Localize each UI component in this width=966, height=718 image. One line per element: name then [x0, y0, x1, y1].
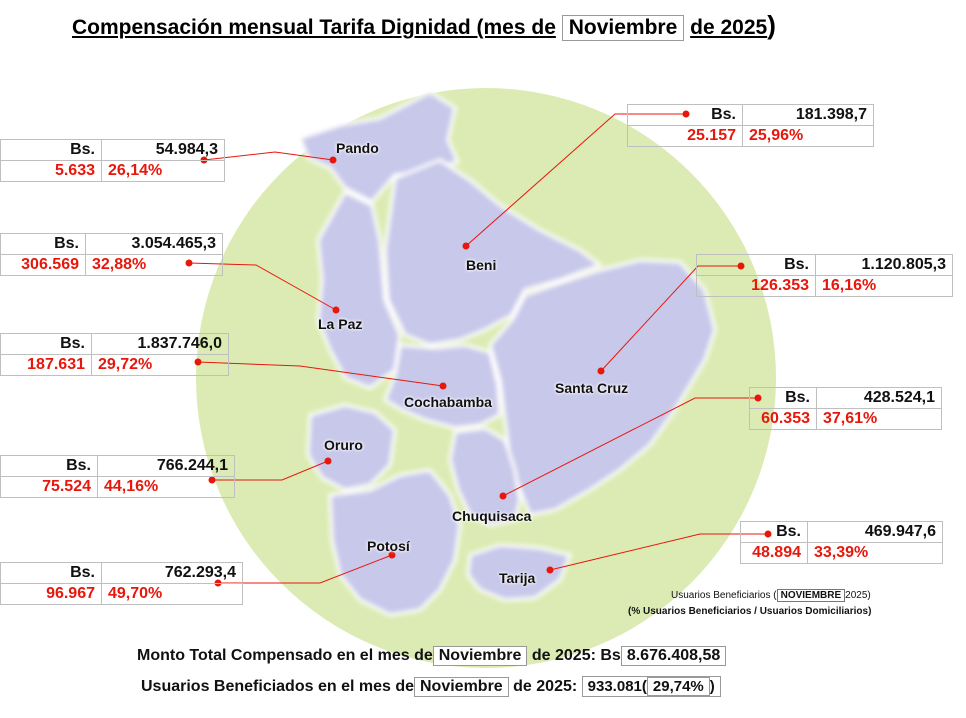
- region-potosi: [328, 468, 462, 617]
- label-santa-cruz: Santa Cruz: [555, 380, 629, 396]
- total-users-month: Noviembre: [414, 677, 509, 697]
- pct-cell: 37,61%: [816, 408, 942, 430]
- leader-oruro: [212, 460, 329, 481]
- amount-cell: 54.984,3: [101, 139, 225, 161]
- total-amount-value: 8.676.408,58: [620, 646, 727, 666]
- title-suffix: de 2025: [690, 16, 768, 39]
- page-title: Compensación mensual Tarifa Dignidad (me…: [72, 10, 776, 41]
- leader-chuquisaca: [502, 397, 758, 497]
- amount-cell: 766.244,1: [97, 455, 235, 477]
- leader-potosi: [218, 554, 393, 584]
- currency-cell: Bs.: [0, 233, 86, 255]
- users-cell: 60.353: [749, 408, 817, 430]
- total-users-close: ): [709, 678, 715, 695]
- dot-santacruz-b: [597, 367, 605, 375]
- legend-suffix: 2025): [845, 590, 871, 601]
- total-users-line: Usuarios Beneficiados en el mes de Noviem…: [141, 676, 721, 697]
- table-santa-cruz: Bs. 1.120.805,3 126.353 16,16%: [696, 254, 953, 297]
- legend-prefix: Usuarios Beneficiarios (: [671, 590, 777, 601]
- pct-cell: 33,39%: [807, 542, 943, 564]
- pct-cell: 16,16%: [815, 275, 953, 297]
- leader-pando: [203, 151, 334, 161]
- pct-cell: 26,14%: [101, 160, 225, 182]
- dot-beni-b: [462, 242, 470, 250]
- table-cochabamba: Bs. 1.837.746,0 187.631 29,72%: [0, 333, 229, 376]
- currency-cell: Bs.: [740, 521, 808, 543]
- label-la-paz: La Paz: [318, 316, 363, 332]
- total-amount-suffix: de 2025: Bs: [531, 647, 621, 664]
- table-beni: Bs. 181.398,7 25.157 25,96%: [627, 104, 874, 147]
- amount-cell: 469.947,6: [807, 521, 943, 543]
- users-cell: 96.967: [0, 583, 102, 605]
- title-paren: ): [767, 10, 776, 40]
- region-santa-cruz: [488, 258, 717, 517]
- region-la-paz: [316, 190, 402, 390]
- label-oruro: Oruro: [324, 437, 363, 453]
- leader-cochabamba: [197, 361, 444, 387]
- table-la-paz: Bs. 3.054.465,3 306.569 32,88%: [0, 233, 223, 276]
- currency-cell: Bs.: [0, 455, 98, 477]
- table-tarija: Bs. 469.947,6 48.894 33,39%: [740, 521, 943, 564]
- dot-tarija-b: [546, 566, 554, 574]
- dot-chuquisaca-b: [499, 492, 507, 500]
- table-chuquisaca: Bs. 428.524,1 60.353 37,61%: [749, 387, 942, 430]
- currency-cell: Bs.: [627, 104, 743, 126]
- title-prefix: Compensación mensual Tarifa Dignidad (me…: [72, 16, 556, 39]
- title-month: Noviembre: [561, 15, 685, 41]
- pct-cell: 44,16%: [97, 476, 235, 498]
- users-cell: 126.353: [696, 275, 816, 297]
- legend-line-2: (% Usuarios Beneficiarios / Usuarios Dom…: [628, 606, 872, 617]
- amount-cell: 1.837.746,0: [91, 333, 229, 355]
- total-users-pct: 29,74%: [646, 677, 710, 696]
- amount-cell: 1.120.805,3: [815, 254, 953, 276]
- users-cell: 25.157: [627, 125, 743, 147]
- users-cell: 75.524: [0, 476, 98, 498]
- label-cochabamba: Cochabamba: [404, 394, 492, 410]
- pct-cell: 25,96%: [742, 125, 874, 147]
- legend-line-1: Usuarios Beneficiarios (NOVIEMBRE 2025): [671, 589, 871, 602]
- region-tarija: [466, 543, 573, 602]
- users-cell: 48.894: [740, 542, 808, 564]
- label-beni: Beni: [466, 257, 497, 273]
- pct-cell: 29,72%: [91, 354, 229, 376]
- currency-cell: Bs.: [0, 139, 102, 161]
- dot-lapaz-b: [332, 306, 340, 314]
- region-beni: [383, 158, 604, 347]
- total-users-open: (: [641, 678, 647, 695]
- dot-oruro-b: [324, 457, 332, 465]
- label-tarija: Tarija: [499, 570, 536, 586]
- currency-cell: Bs.: [0, 562, 102, 584]
- total-amount-prefix: Monto Total Compensado en el mes de: [137, 647, 433, 664]
- currency-cell: Bs.: [0, 333, 92, 355]
- amount-cell: 762.293,4: [101, 562, 243, 584]
- table-potosi: Bs. 762.293,4 96.967 49,70%: [0, 562, 243, 605]
- total-amount-line: Monto Total Compensado en el mes de Novie…: [137, 646, 727, 666]
- amount-cell: 3.054.465,3: [85, 233, 223, 255]
- region-chuquisaca: [448, 426, 522, 527]
- amount-cell: 428.524,1: [816, 387, 942, 409]
- pct-cell: 49,70%: [101, 583, 243, 605]
- label-chuquisaca: Chuquisaca: [452, 508, 532, 524]
- total-amount-month: Noviembre: [432, 646, 528, 666]
- total-users-prefix: Usuarios Beneficiados en el mes de: [141, 678, 414, 695]
- label-pando: Pando: [336, 140, 379, 156]
- currency-cell: Bs.: [696, 254, 816, 276]
- label-potosi: Potosí: [367, 538, 410, 554]
- legend-month: NOVIEMBRE: [776, 589, 846, 602]
- total-users-value-box: 933.081(29,74%): [581, 676, 721, 697]
- users-cell: 306.569: [0, 254, 86, 276]
- users-cell: 187.631: [0, 354, 92, 376]
- pct-cell: 32,88%: [85, 254, 223, 276]
- table-oruro: Bs. 766.244,1 75.524 44,16%: [0, 455, 235, 498]
- table-pando: Bs. 54.984,3 5.633 26,14%: [0, 139, 225, 182]
- dot-cochabamba-b: [439, 382, 447, 390]
- dot-pando-b: [329, 156, 337, 164]
- total-users-value: 933.081: [587, 678, 642, 695]
- users-cell: 5.633: [0, 160, 102, 182]
- currency-cell: Bs.: [749, 387, 817, 409]
- dot-potosi-b: [388, 551, 396, 559]
- total-users-suffix: de 2025:: [513, 678, 578, 695]
- amount-cell: 181.398,7: [742, 104, 874, 126]
